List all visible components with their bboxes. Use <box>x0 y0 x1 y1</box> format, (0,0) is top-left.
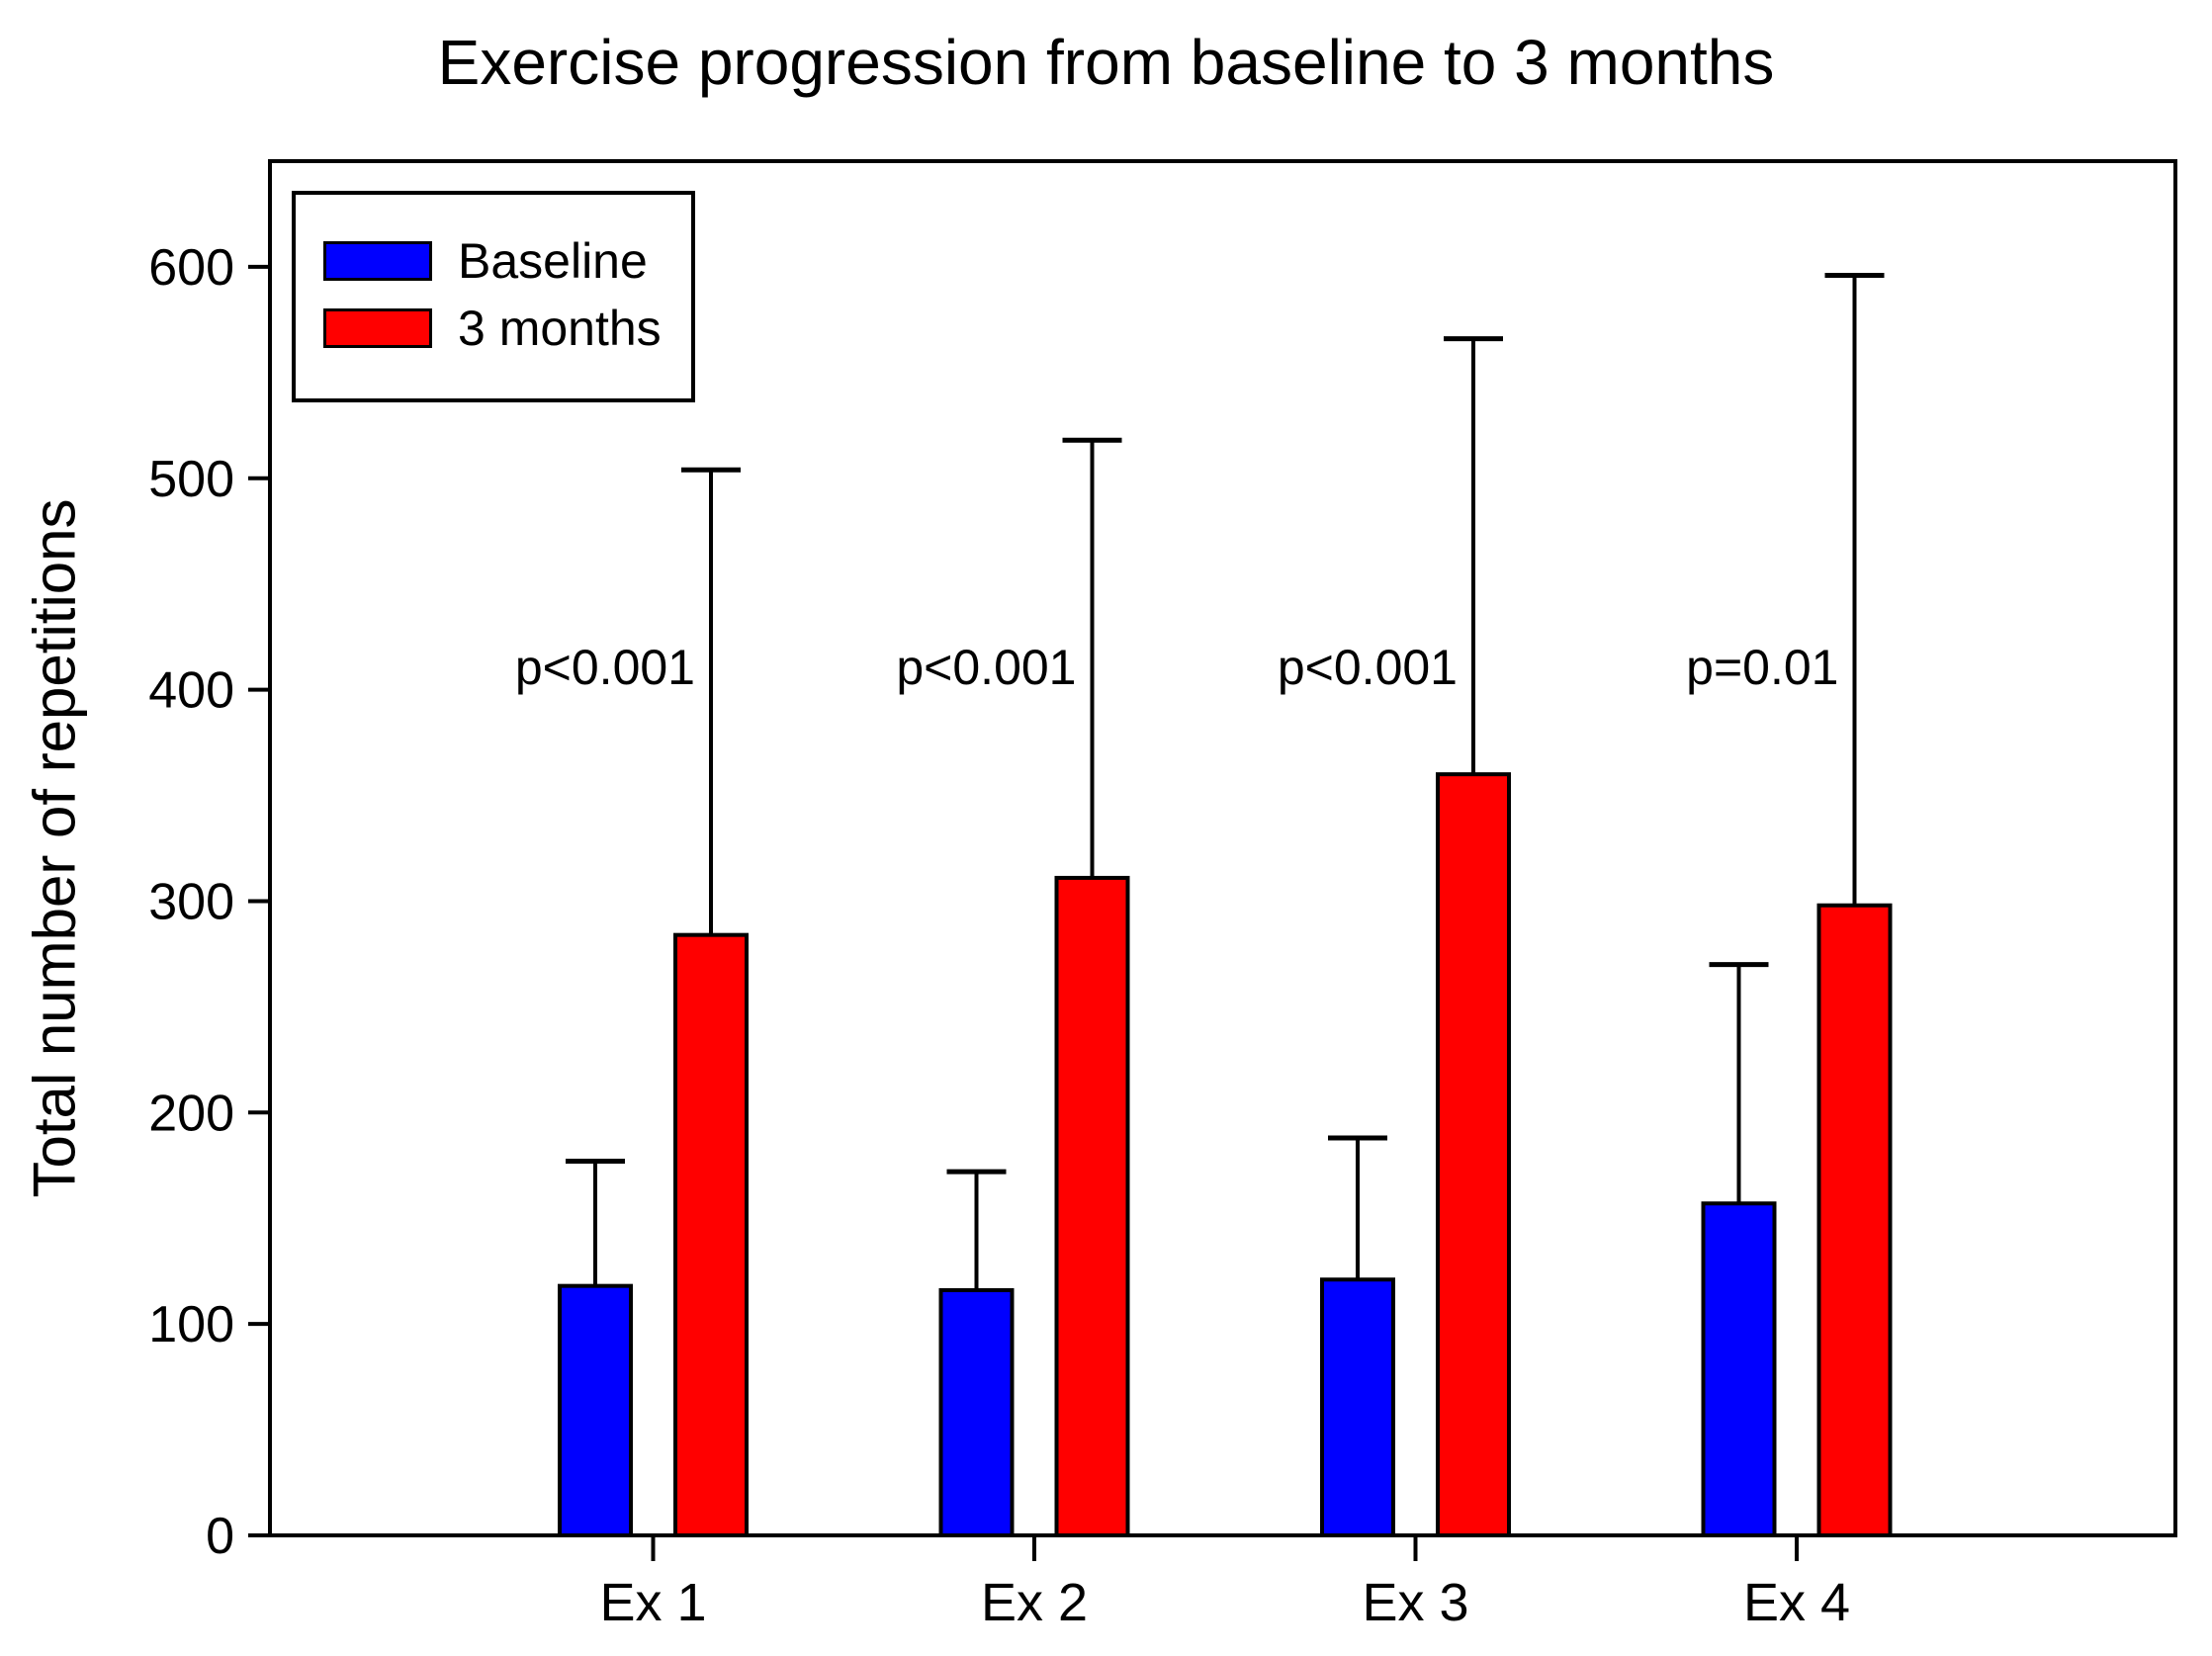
p-value-label: p<0.001 <box>515 640 695 695</box>
bar-3months-ex2 <box>1054 875 1130 1537</box>
y-tick-label: 400 <box>148 662 234 720</box>
x-tick-label: Ex 2 <box>981 1573 1088 1632</box>
y-tick-label: 300 <box>148 873 234 930</box>
legend-swatch-3months <box>323 308 432 348</box>
legend-label-baseline: Baseline <box>458 233 648 289</box>
bar-baseline-ex2 <box>938 1287 1015 1538</box>
legend-item-baseline: Baseline <box>323 236 648 286</box>
p-value-label: p<0.001 <box>1278 640 1458 695</box>
bar-3months-ex3 <box>1436 772 1511 1537</box>
x-tick-label: Ex 4 <box>1743 1573 1850 1632</box>
bar-3months-ex1 <box>673 932 749 1537</box>
bar-baseline-ex3 <box>1320 1277 1395 1537</box>
legend: Baseline 3 months <box>292 191 695 402</box>
y-tick-label: 100 <box>148 1296 234 1353</box>
bar-baseline-ex4 <box>1701 1201 1777 1538</box>
x-tick-label: Ex 1 <box>599 1573 706 1632</box>
y-tick-label: 500 <box>148 451 234 508</box>
legend-label-3months: 3 months <box>458 301 662 356</box>
y-tick-label: 600 <box>148 239 234 297</box>
legend-item-3months: 3 months <box>323 304 662 353</box>
p-value-label: p=0.01 <box>1686 640 1838 695</box>
y-tick-label: 0 <box>206 1508 234 1565</box>
chart-title: Exercise progression from baseline to 3 … <box>437 27 1775 98</box>
bar-baseline-ex1 <box>558 1283 633 1537</box>
x-tick-label: Ex 3 <box>1362 1573 1468 1632</box>
plot-frame <box>268 159 2177 1537</box>
p-value-label: p<0.001 <box>896 640 1076 695</box>
legend-swatch-baseline <box>323 241 432 281</box>
bar-3months-ex4 <box>1816 903 1893 1537</box>
y-tick-label: 200 <box>148 1085 234 1142</box>
